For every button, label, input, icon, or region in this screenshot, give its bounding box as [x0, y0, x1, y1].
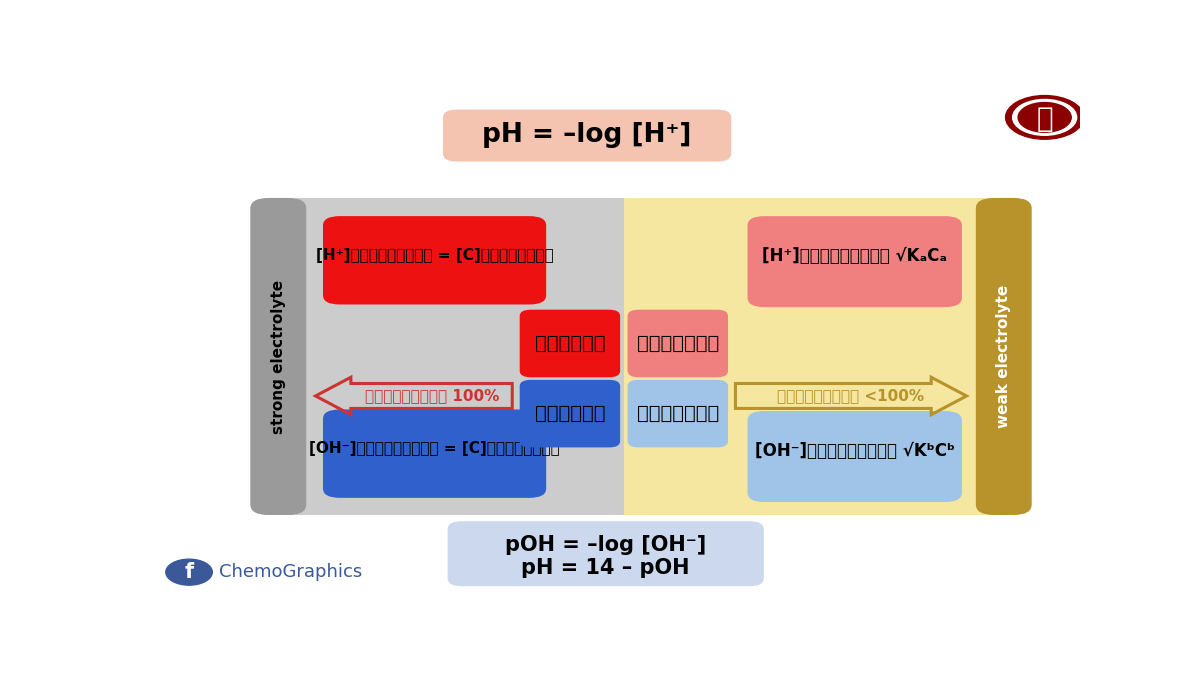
Circle shape [1006, 96, 1084, 139]
FancyBboxPatch shape [628, 380, 728, 448]
Bar [624, 198, 638, 515]
Bar [610, 198, 638, 515]
Text: แตกตัวได้ <100%: แตกตัวได้ <100% [778, 389, 924, 404]
Text: weak electrolyte: weak electrolyte [996, 285, 1012, 428]
FancyBboxPatch shape [323, 216, 546, 304]
Circle shape [166, 559, 212, 585]
Text: pH = 14 – pOH: pH = 14 – pOH [522, 558, 690, 578]
FancyBboxPatch shape [443, 109, 731, 161]
Text: [H⁺]ที่แตกตัว = [C]เริ่มต้น: [H⁺]ที่แตกตัว = [C]เริ่มต้น [316, 248, 553, 263]
Circle shape [1013, 99, 1076, 135]
Text: เบสอ่อน: เบสอ่อน [637, 404, 719, 423]
FancyBboxPatch shape [520, 380, 620, 448]
Text: strong electrolyte: strong electrolyte [271, 279, 286, 433]
Text: กรดแก่: กรดแก่ [535, 334, 605, 353]
FancyBboxPatch shape [251, 198, 624, 515]
Text: ChemoGraphics: ChemoGraphics [218, 563, 362, 581]
Text: แตกตัวได้ 100%: แตกตัวได้ 100% [365, 389, 499, 404]
FancyBboxPatch shape [448, 521, 764, 586]
Text: pOH = –log [OH⁻]: pOH = –log [OH⁻] [505, 535, 707, 555]
FancyBboxPatch shape [520, 310, 620, 377]
FancyBboxPatch shape [624, 198, 1032, 515]
FancyBboxPatch shape [251, 198, 306, 515]
Text: [OH⁻]ที่แตกตัว √KᵇCᵇ: [OH⁻]ที่แตกตัว √KᵇCᵇ [755, 442, 955, 460]
FancyBboxPatch shape [748, 216, 962, 307]
Text: เบสแก่: เบสแก่ [535, 404, 605, 423]
FancyBboxPatch shape [976, 198, 1032, 515]
Text: ⓦ: ⓦ [1037, 105, 1052, 133]
FancyBboxPatch shape [323, 410, 546, 498]
Text: กรดอ่อน: กรดอ่อน [637, 334, 719, 353]
Text: pH = –log [H⁺]: pH = –log [H⁺] [482, 122, 691, 148]
Text: [H⁺]ที่แตกตัว √KₐCₐ: [H⁺]ที่แตกตัว √KₐCₐ [762, 248, 947, 265]
FancyBboxPatch shape [748, 411, 962, 502]
Text: [OH⁻]ที่แตกตัว = [C]เริ่มต้น: [OH⁻]ที่แตกตัว = [C]เริ่มต้น [310, 441, 560, 456]
Circle shape [1018, 103, 1072, 132]
FancyBboxPatch shape [628, 310, 728, 377]
Text: f: f [185, 562, 193, 582]
